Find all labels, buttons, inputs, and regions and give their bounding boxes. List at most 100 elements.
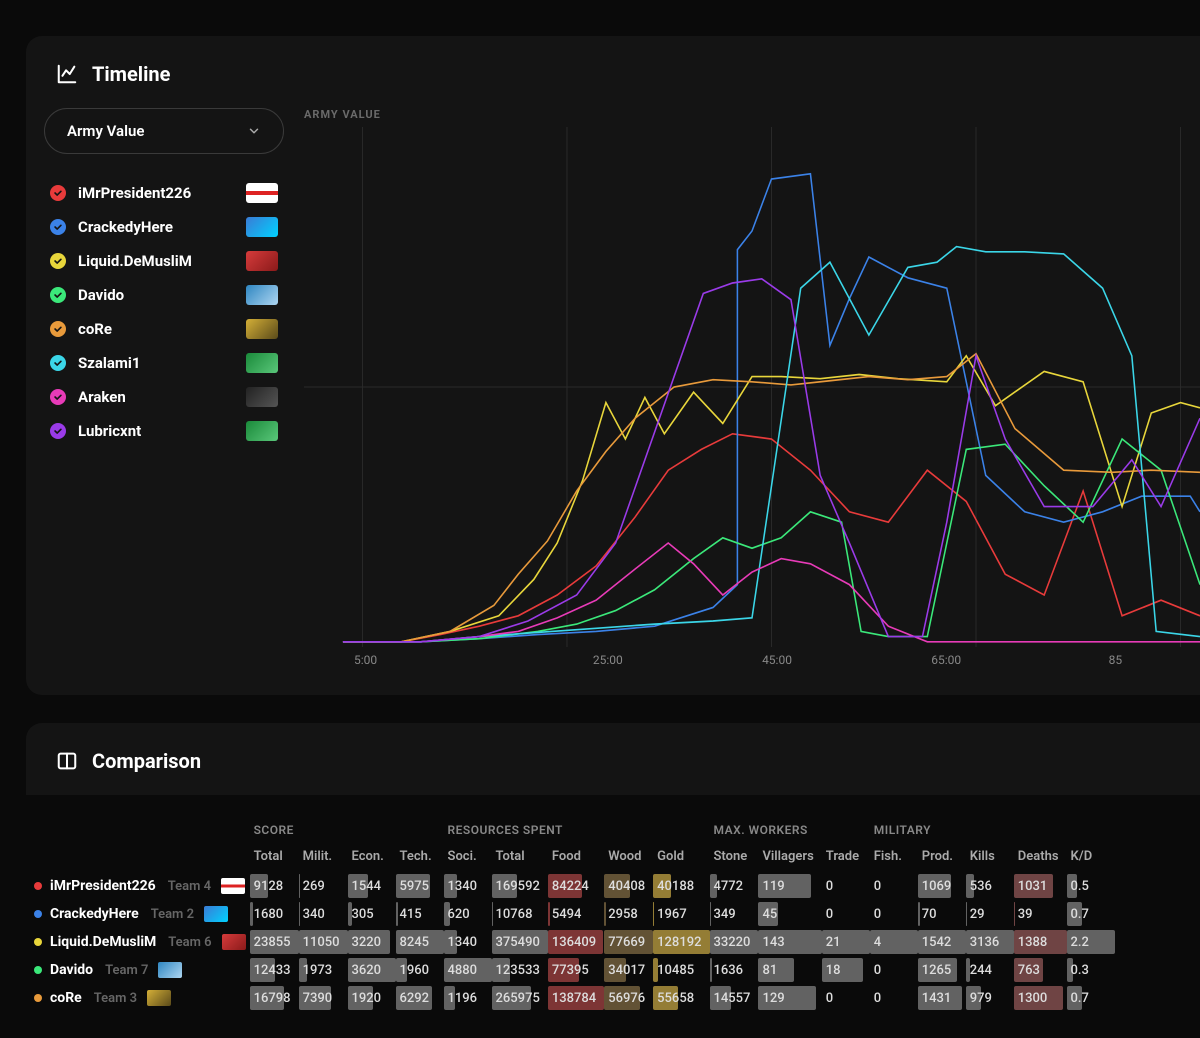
stat-cell: 77669 <box>604 928 653 956</box>
player-team: Team 6 <box>168 935 211 950</box>
table-row: Davido Team 7 12433 1973 3620 1960 4880 … <box>30 956 1115 984</box>
metric-dropdown[interactable]: Army Value <box>44 108 284 154</box>
player-color-dot <box>50 355 66 371</box>
player-color-dot <box>50 219 66 235</box>
stat-cell: 1544 <box>348 872 396 900</box>
stat-cell: 1920 <box>348 984 396 1012</box>
stat-cell: 56976 <box>604 984 653 1012</box>
stat-cell: 81 <box>758 956 821 984</box>
comparison-table-wrap: SCORERESOURCES SPENTMAX. WORKERSMILITARY… <box>0 795 1200 1012</box>
stat-cell: 1680 <box>250 900 299 928</box>
civ-flag <box>246 353 278 373</box>
player-cell: iMrPresident226 Team 4 <box>30 872 250 900</box>
player-toggle[interactable]: Araken <box>44 380 284 414</box>
stat-cell: 6292 <box>396 984 444 1012</box>
player-toggle[interactable]: CrackedyHere <box>44 210 284 244</box>
civ-flag <box>246 217 278 237</box>
table-row: iMrPresident226 Team 4 9128 269 1544 597… <box>30 872 1115 900</box>
civ-flag <box>246 319 278 339</box>
chart-area: ARMY VALUE 5:0025:0045:0065:0085 <box>304 108 1200 667</box>
player-cell: coRe Team 3 <box>30 984 250 1012</box>
player-color-dot <box>34 882 42 890</box>
player-toggle[interactable]: coRe <box>44 312 284 346</box>
col-header[interactable]: Fish. <box>870 845 918 872</box>
player-toggle[interactable]: iMrPresident226 <box>44 176 284 210</box>
stat-cell: 1636 <box>710 956 759 984</box>
stat-cell: 18 <box>822 956 870 984</box>
stat-cell: 4880 <box>444 956 492 984</box>
col-header[interactable]: Trade <box>822 845 870 872</box>
table-row: CrackedyHere Team 2 1680 340 305 415 620… <box>30 900 1115 928</box>
civ-flag <box>246 421 278 441</box>
chart-x-axis: 5:0025:0045:0065:0085 <box>304 647 1200 667</box>
stat-cell: 5975 <box>396 872 444 900</box>
col-header[interactable]: Econ. <box>348 845 396 872</box>
stat-cell: 0.5 <box>1067 872 1115 900</box>
stat-cell: 45 <box>758 900 821 928</box>
col-header[interactable]: Food <box>548 845 604 872</box>
stat-cell: 0 <box>870 984 918 1012</box>
columns-icon <box>56 750 78 772</box>
chevron-down-icon <box>247 124 261 138</box>
player-color-dot <box>34 966 42 974</box>
table-row: coRe Team 3 16798 7390 1920 6292 1196 26… <box>30 984 1115 1012</box>
player-toggle[interactable]: Lubricxnt <box>44 414 284 448</box>
player-color-dot <box>50 389 66 405</box>
col-header[interactable]: Prod. <box>918 845 966 872</box>
line-chart <box>304 127 1200 647</box>
stat-cell: 0 <box>822 900 870 928</box>
col-header[interactable]: Stone <box>710 845 759 872</box>
stat-cell: 5494 <box>548 900 604 928</box>
stat-cell: 1340 <box>444 872 492 900</box>
player-name: CrackedyHere <box>50 906 139 922</box>
col-header[interactable]: K/D <box>1067 845 1115 872</box>
player-color-dot <box>50 321 66 337</box>
stat-cell: 0.3 <box>1067 956 1115 984</box>
player-color-dot <box>50 287 66 303</box>
player-team: Team 3 <box>94 991 137 1006</box>
comparison-title: Comparison <box>92 749 201 773</box>
stat-cell: 1542 <box>918 928 966 956</box>
stat-cell: 4 <box>870 928 918 956</box>
col-header[interactable]: Wood <box>604 845 653 872</box>
chart-line-icon <box>56 63 78 85</box>
x-tick: 45:00 <box>692 653 861 667</box>
player-name: iMrPresident226 <box>50 878 156 894</box>
col-header[interactable]: Milit. <box>299 845 348 872</box>
col-header[interactable]: Deaths <box>1014 845 1067 872</box>
stat-cell: 1340 <box>444 928 492 956</box>
civ-flag <box>158 962 182 978</box>
stat-cell: 340 <box>299 900 348 928</box>
col-header[interactable]: Total <box>250 845 299 872</box>
stat-cell: 979 <box>966 984 1014 1012</box>
player-color-dot <box>34 938 42 946</box>
stat-cell: 77395 <box>548 956 604 984</box>
timeline-panel: Timeline Army Value iMrPresident226 Crac… <box>26 36 1200 695</box>
col-header[interactable]: Kills <box>966 845 1014 872</box>
col-header[interactable]: Tech. <box>396 845 444 872</box>
stat-cell: 138784 <box>548 984 604 1012</box>
col-group: SCORE <box>250 823 444 845</box>
stat-cell: 269 <box>299 872 348 900</box>
civ-flag <box>204 906 228 922</box>
stat-cell: 29 <box>966 900 1014 928</box>
stat-cell: 123533 <box>492 956 548 984</box>
col-header[interactable]: Gold <box>653 845 709 872</box>
col-header[interactable]: Villagers <box>758 845 821 872</box>
table-row: Liquid.DeMusliM Team 6 23855 11050 3220 … <box>30 928 1115 956</box>
stat-cell: 11050 <box>299 928 348 956</box>
timeline-header: Timeline <box>26 36 1200 108</box>
stat-cell: 2958 <box>604 900 653 928</box>
col-header[interactable]: Soci. <box>444 845 492 872</box>
stat-cell: 1031 <box>1014 872 1067 900</box>
stat-cell: 3136 <box>966 928 1014 956</box>
player-cell: Liquid.DeMusliM Team 6 <box>30 928 250 956</box>
col-header[interactable]: Total <box>492 845 548 872</box>
player-toggle[interactable]: Liquid.DeMusliM <box>44 244 284 278</box>
player-toggle[interactable]: Davido <box>44 278 284 312</box>
stat-cell: 375490 <box>492 928 548 956</box>
stat-cell: 4772 <box>710 872 759 900</box>
stat-cell: 1069 <box>918 872 966 900</box>
player-toggle[interactable]: Szalami1 <box>44 346 284 380</box>
col-group: RESOURCES SPENT <box>444 823 710 845</box>
